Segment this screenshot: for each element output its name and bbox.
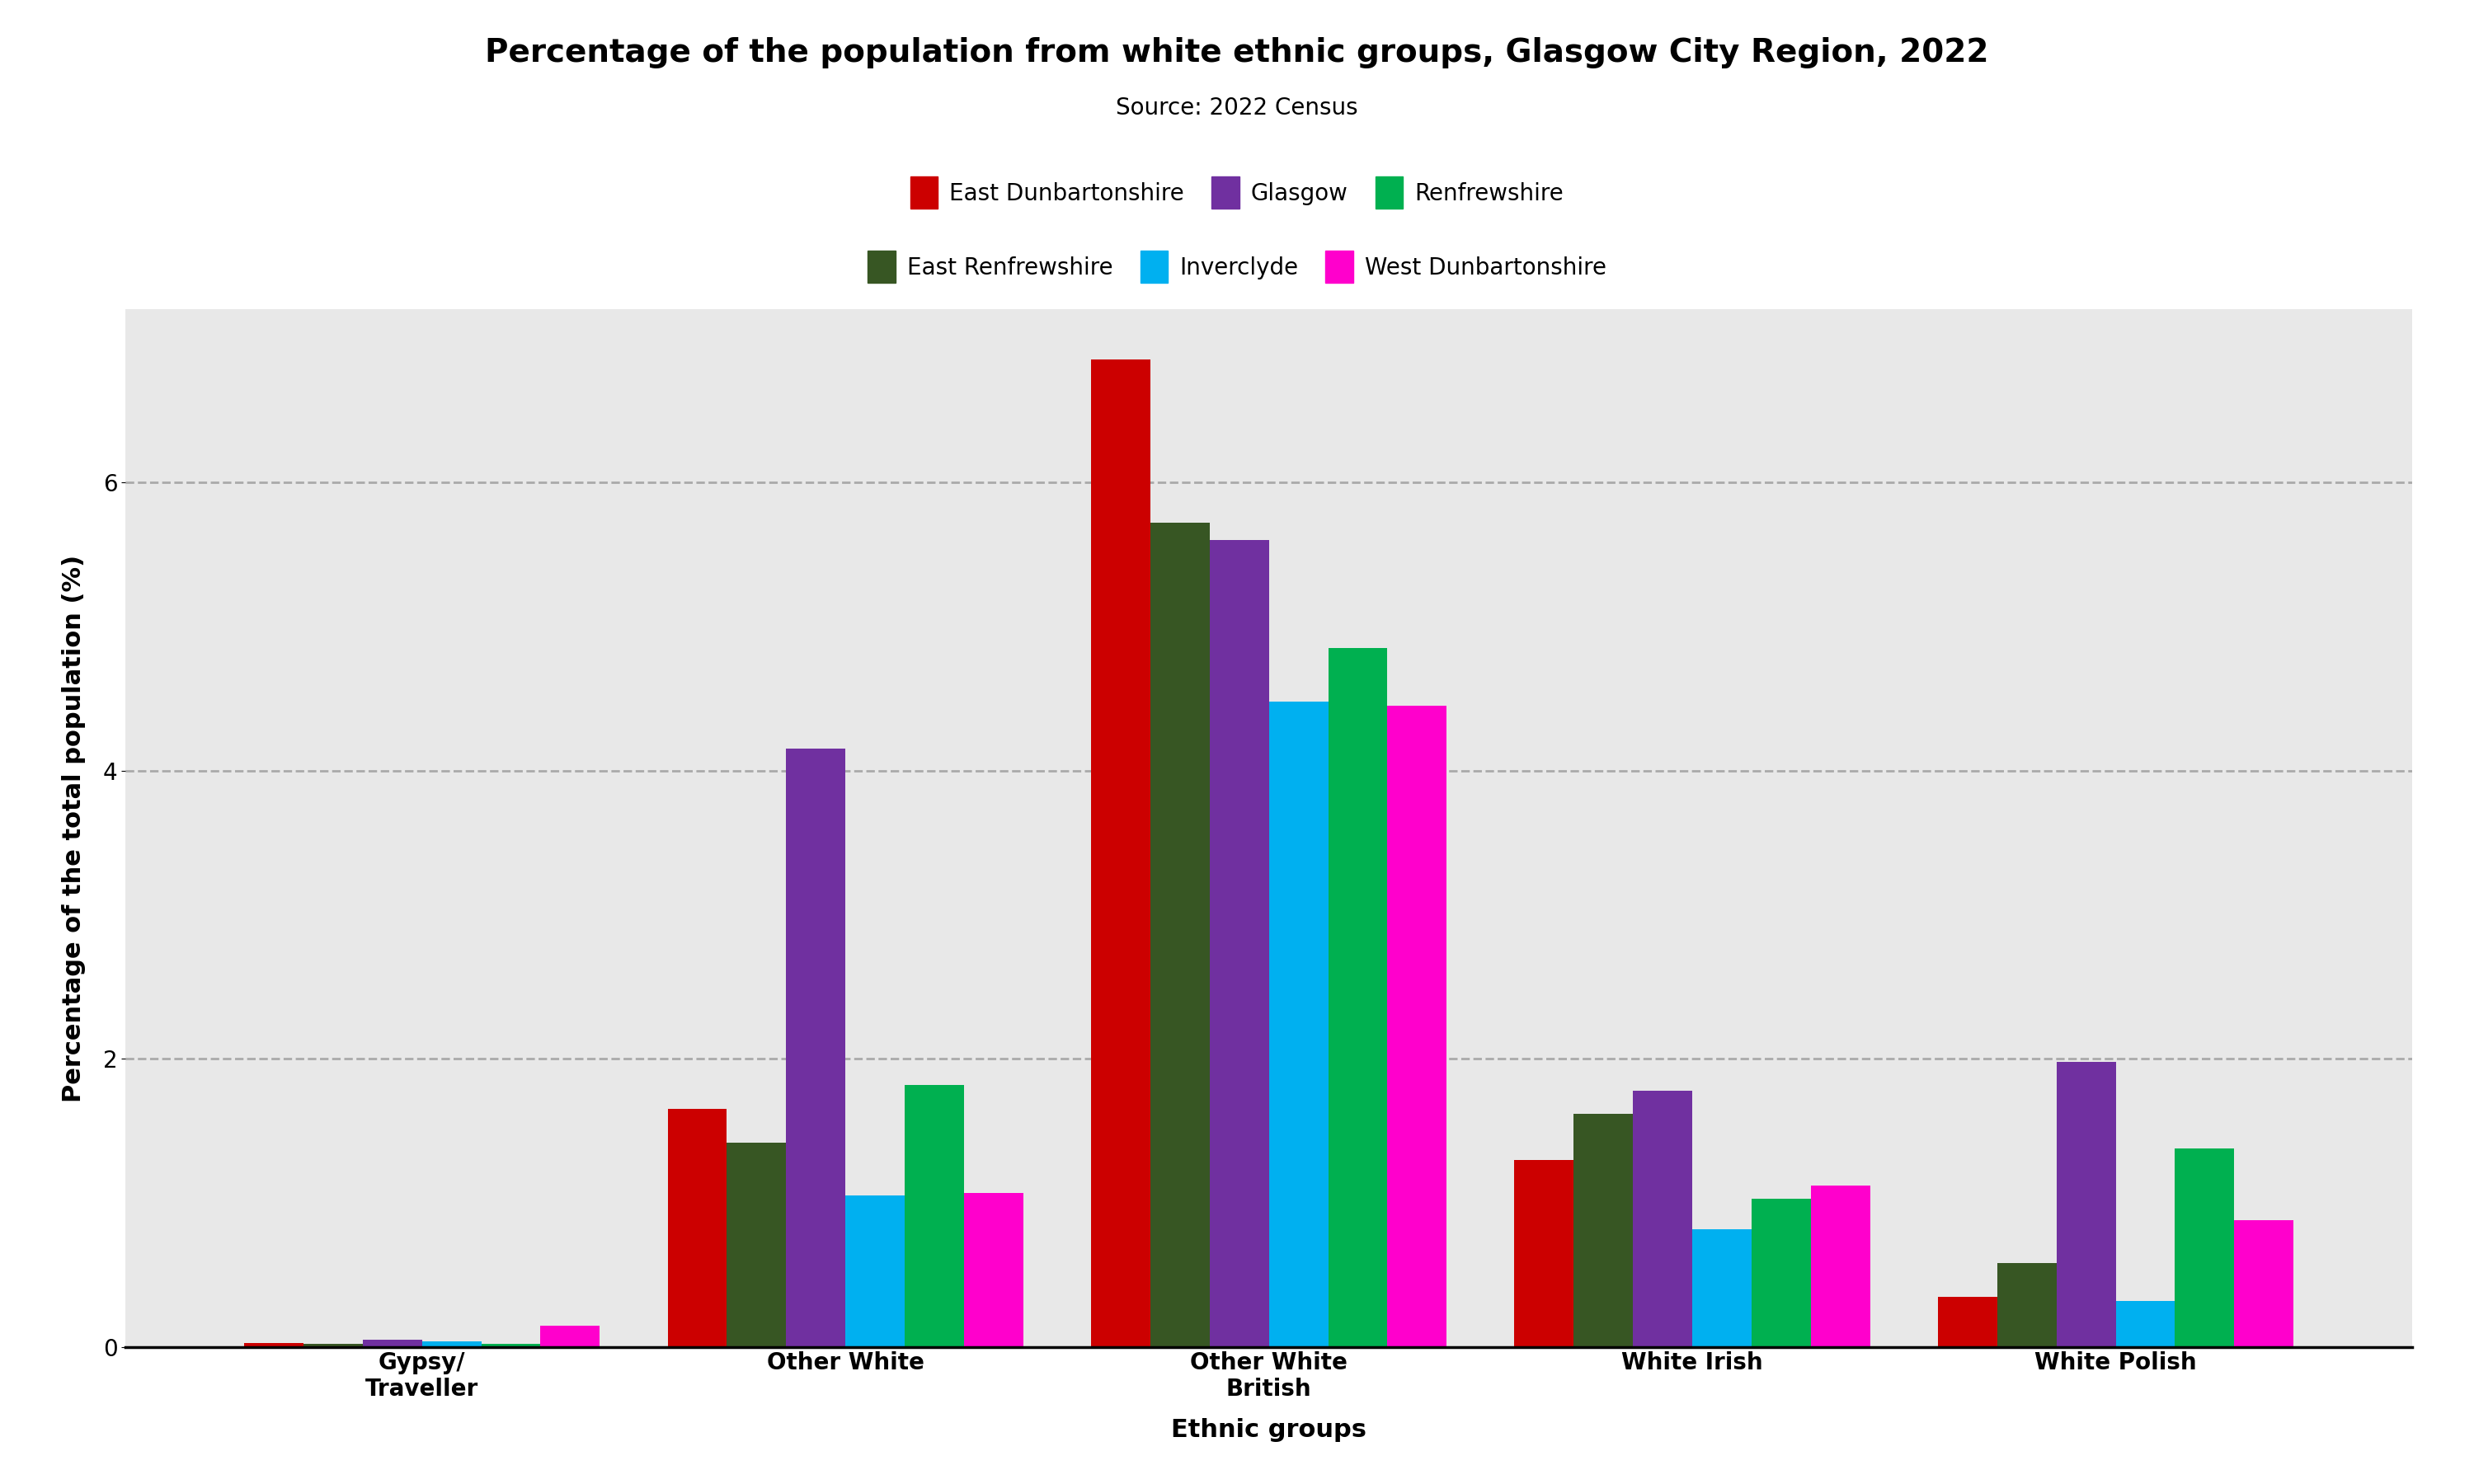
Bar — [539, 1325, 599, 1347]
Bar — [668, 1109, 727, 1347]
Bar — [905, 1085, 965, 1347]
Bar — [2115, 1301, 2175, 1347]
Bar — [2175, 1149, 2234, 1347]
Y-axis label: Percentage of the total population (%): Percentage of the total population (%) — [62, 555, 87, 1103]
Bar — [2056, 1061, 2115, 1347]
Bar — [1937, 1297, 1997, 1347]
Bar — [965, 1193, 1024, 1347]
Bar — [1997, 1263, 2056, 1347]
Bar — [423, 1342, 482, 1347]
Legend: East Dunbartonshire, Glasgow, Renfrewshire: East Dunbartonshire, Glasgow, Renfrewshi… — [901, 168, 1573, 218]
Bar — [1210, 540, 1269, 1347]
Bar — [727, 1143, 787, 1347]
Bar — [245, 1343, 304, 1347]
X-axis label: Ethnic groups: Ethnic groups — [1170, 1419, 1366, 1442]
Bar — [1752, 1199, 1811, 1347]
Bar — [364, 1340, 423, 1347]
Text: Source: 2022 Census: Source: 2022 Census — [1116, 96, 1358, 120]
Bar — [1633, 1091, 1692, 1347]
Text: Percentage of the population from white ethnic groups, Glasgow City Region, 2022: Percentage of the population from white … — [485, 37, 1989, 68]
Bar — [846, 1196, 905, 1347]
Bar — [1091, 359, 1150, 1347]
Bar — [787, 749, 846, 1347]
Bar — [2234, 1220, 2293, 1347]
Bar — [304, 1345, 364, 1347]
Bar — [1388, 705, 1447, 1347]
Bar — [1514, 1159, 1573, 1347]
Bar — [1573, 1113, 1633, 1347]
Bar — [482, 1345, 539, 1347]
Bar — [1811, 1186, 1870, 1347]
Bar — [1329, 649, 1388, 1347]
Bar — [1269, 702, 1329, 1347]
Bar — [1692, 1229, 1752, 1347]
Bar — [1150, 522, 1210, 1347]
Legend: East Renfrewshire, Inverclyde, West Dunbartonshire: East Renfrewshire, Inverclyde, West Dunb… — [858, 242, 1616, 292]
